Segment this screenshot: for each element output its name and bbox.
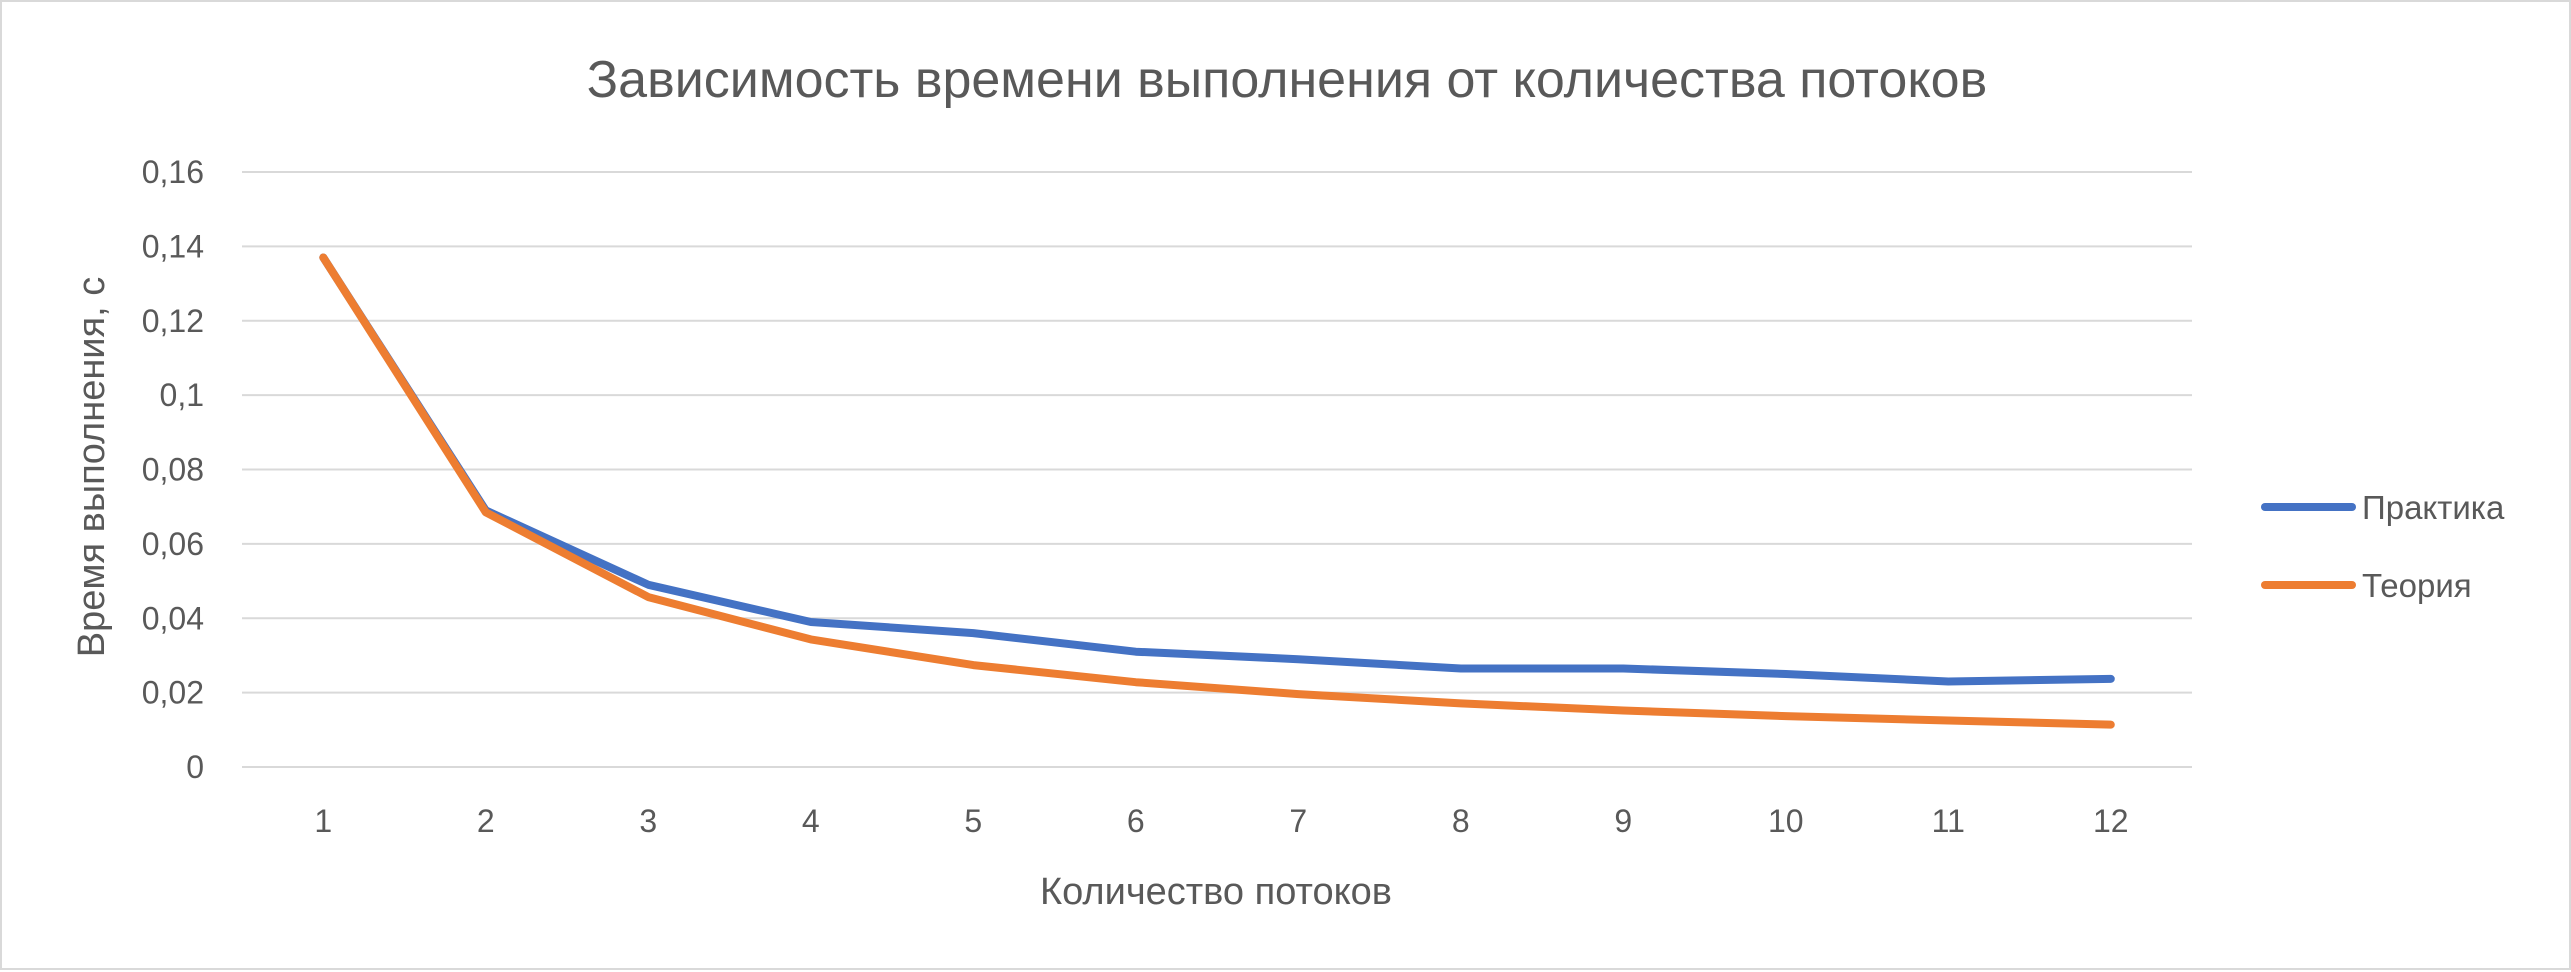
- y-tick-label: 0,16: [142, 154, 204, 190]
- x-tick-label: 8: [1452, 803, 1470, 839]
- legend-label-1: Практика: [2362, 489, 2505, 526]
- x-tick-label: 4: [802, 803, 820, 839]
- x-tick-label: 12: [2093, 803, 2129, 839]
- y-tick-label: 0: [186, 749, 204, 785]
- legend-label-2: Теория: [2362, 567, 2472, 604]
- x-tick-label: 3: [639, 803, 657, 839]
- x-tick-label: 11: [1932, 803, 1965, 839]
- x-tick-label: 5: [964, 803, 982, 839]
- x-tick-label: 2: [477, 803, 495, 839]
- y-tick-label: 0,14: [142, 228, 204, 264]
- x-axis-tick-labels: 1 2 3 4 5 6 7 8 9 10 11 12: [314, 803, 2128, 839]
- series-line-1: [319, 253, 2115, 686]
- y-tick-label: 0,02: [142, 675, 204, 711]
- x-tick-label: 1: [314, 803, 332, 839]
- x-tick-label: 10: [1768, 803, 1804, 839]
- x-tick-label: 7: [1289, 803, 1307, 839]
- y-tick-label: 0,06: [142, 526, 204, 562]
- y-tick-label: 0,12: [142, 303, 204, 339]
- chart-title: Зависимость времени выполнения от количе…: [587, 51, 1987, 109]
- y-tick-label: 0,08: [142, 452, 204, 488]
- y-axis-title: Время выполнения, с: [71, 277, 113, 657]
- series-lines: [319, 253, 2115, 729]
- x-tick-label: 6: [1127, 803, 1145, 839]
- series-line-2: [319, 253, 2115, 729]
- y-tick-label: 0,1: [160, 377, 204, 413]
- x-axis-title: Количество потоков: [1040, 871, 1392, 913]
- y-axis-tick-labels: 0 0,02 0,04 0,06 0,08 0,1 0,12 0,14 0,16: [142, 154, 204, 785]
- y-tick-label: 0,04: [142, 600, 204, 636]
- x-tick-label: 9: [1614, 803, 1632, 839]
- legend: Практика Теория: [2261, 489, 2505, 604]
